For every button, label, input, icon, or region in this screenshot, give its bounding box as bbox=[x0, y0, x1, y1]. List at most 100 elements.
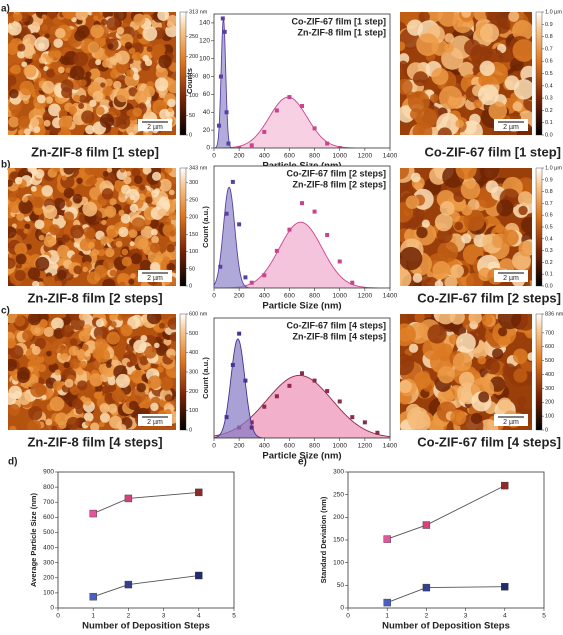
grain bbox=[502, 229, 519, 246]
colorbar-label: 200 bbox=[189, 389, 198, 395]
x-tick-label: 0 bbox=[212, 293, 216, 300]
grain bbox=[449, 211, 461, 222]
colorbar-label: 150 bbox=[189, 232, 198, 238]
grain bbox=[8, 88, 19, 99]
data-point bbox=[337, 259, 342, 264]
grain bbox=[516, 396, 527, 407]
grain bbox=[43, 65, 49, 72]
grain bbox=[167, 80, 176, 94]
data-point bbox=[300, 201, 304, 206]
x-tick-label: 0 bbox=[56, 613, 60, 620]
grain bbox=[118, 424, 127, 430]
colorbar-label: 0.7 bbox=[545, 201, 553, 207]
grain bbox=[130, 273, 136, 279]
grain bbox=[90, 422, 100, 430]
panel-label: e) bbox=[298, 457, 307, 468]
data-point bbox=[350, 415, 355, 420]
grain bbox=[461, 233, 472, 244]
grain bbox=[133, 175, 143, 184]
grain bbox=[75, 12, 89, 21]
colorbar-label: 100 bbox=[545, 414, 554, 420]
grain bbox=[16, 212, 25, 222]
grain bbox=[94, 391, 103, 400]
grain bbox=[143, 86, 156, 98]
grain bbox=[437, 366, 456, 384]
grain bbox=[450, 264, 464, 278]
grain bbox=[157, 12, 170, 21]
x-tick-label: 2 bbox=[127, 613, 131, 620]
data-point bbox=[312, 378, 317, 383]
grain bbox=[61, 86, 73, 99]
x-tick-label: 800 bbox=[309, 443, 320, 450]
grain bbox=[84, 168, 96, 176]
grain bbox=[57, 240, 63, 246]
grain bbox=[121, 184, 131, 195]
grain bbox=[8, 385, 23, 400]
grain bbox=[94, 338, 108, 352]
grain bbox=[89, 68, 101, 80]
grain bbox=[408, 410, 431, 430]
grain bbox=[63, 168, 75, 175]
grain bbox=[109, 314, 116, 322]
grain bbox=[85, 71, 92, 78]
grain bbox=[146, 314, 162, 325]
grain bbox=[110, 321, 117, 328]
grain bbox=[132, 73, 140, 81]
grain bbox=[414, 314, 425, 323]
grain bbox=[58, 109, 68, 119]
grain bbox=[151, 171, 161, 181]
grain bbox=[28, 406, 43, 421]
colorbar-label: 313 nm bbox=[189, 9, 208, 15]
grain bbox=[131, 217, 146, 232]
grain bbox=[23, 64, 37, 78]
x-tick-label: 1000 bbox=[332, 443, 347, 450]
grain bbox=[484, 359, 500, 375]
data-point bbox=[243, 378, 248, 383]
grain bbox=[400, 60, 408, 70]
grain bbox=[12, 12, 23, 22]
grain bbox=[30, 382, 46, 398]
grain bbox=[38, 234, 45, 241]
fit-curve bbox=[214, 338, 390, 438]
colorbar-label: 100 bbox=[189, 249, 198, 255]
grain bbox=[8, 337, 17, 349]
y-tick-label: 400 bbox=[43, 544, 54, 551]
grain bbox=[14, 315, 26, 327]
grain bbox=[89, 99, 97, 107]
grain bbox=[497, 397, 512, 412]
grain bbox=[78, 102, 85, 109]
grain bbox=[45, 96, 53, 104]
data-point bbox=[243, 275, 248, 280]
grain bbox=[126, 110, 133, 117]
grain bbox=[129, 194, 136, 201]
grain bbox=[46, 350, 52, 357]
x-tick-label: 600 bbox=[284, 153, 295, 160]
grain bbox=[8, 116, 20, 128]
data-point bbox=[312, 126, 317, 131]
caption: Zn-ZIF-8 film [1 step] bbox=[31, 144, 159, 159]
caption: Zn-ZIF-8 film [4 steps] bbox=[27, 434, 162, 449]
grain bbox=[461, 12, 472, 18]
data-point bbox=[287, 227, 292, 232]
grain bbox=[116, 169, 128, 180]
grain bbox=[72, 193, 83, 204]
grain bbox=[143, 345, 157, 359]
data-point bbox=[237, 146, 242, 148]
x-tick-label: 0 bbox=[346, 613, 350, 620]
grain bbox=[8, 84, 12, 91]
colorbar-label: 0.9 bbox=[545, 22, 553, 28]
data-point bbox=[217, 123, 222, 128]
y-tick-label: 250 bbox=[333, 491, 344, 498]
grain bbox=[106, 168, 113, 173]
grain bbox=[42, 275, 56, 286]
grain bbox=[167, 98, 176, 108]
grain bbox=[41, 14, 47, 20]
grain bbox=[49, 396, 65, 412]
grain bbox=[46, 68, 56, 78]
x-tick-label: 800 bbox=[309, 153, 320, 160]
grain bbox=[416, 226, 428, 239]
grain bbox=[27, 314, 42, 326]
grain bbox=[518, 205, 528, 216]
grain bbox=[89, 373, 103, 387]
